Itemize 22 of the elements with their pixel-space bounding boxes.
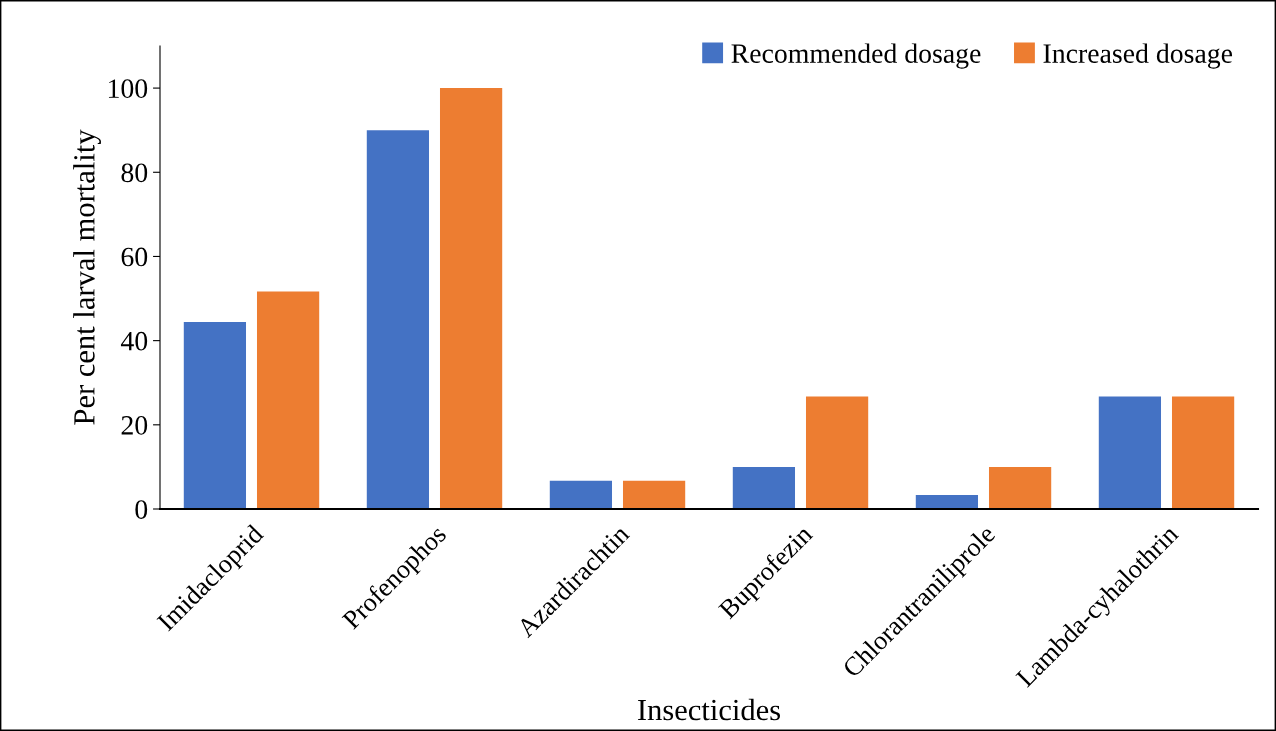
bar	[988, 466, 1052, 509]
y-tick-label: 20	[121, 415, 148, 435]
y-tick-label: 60	[121, 247, 148, 267]
y-tick-label: 80	[121, 163, 148, 183]
bar	[1171, 396, 1235, 509]
bar	[622, 480, 686, 509]
bar	[256, 291, 320, 509]
x-axis-title: Insecticides	[637, 698, 780, 721]
bar	[915, 495, 979, 509]
y-tick-label: 40	[120, 331, 148, 351]
bar	[732, 466, 796, 509]
bar	[183, 322, 247, 509]
bar	[1098, 396, 1162, 509]
legend-label: Increased dosage	[1043, 43, 1233, 69]
legend-label: Recommended dosage	[731, 43, 981, 69]
bar	[366, 130, 430, 509]
bar	[439, 88, 503, 509]
y-tick-label: 0	[135, 500, 148, 519]
bar	[549, 480, 613, 509]
y-axis-title: Per cent larval mortality	[73, 129, 101, 425]
bar	[805, 396, 869, 509]
y-tick-label: 100	[108, 79, 148, 98]
